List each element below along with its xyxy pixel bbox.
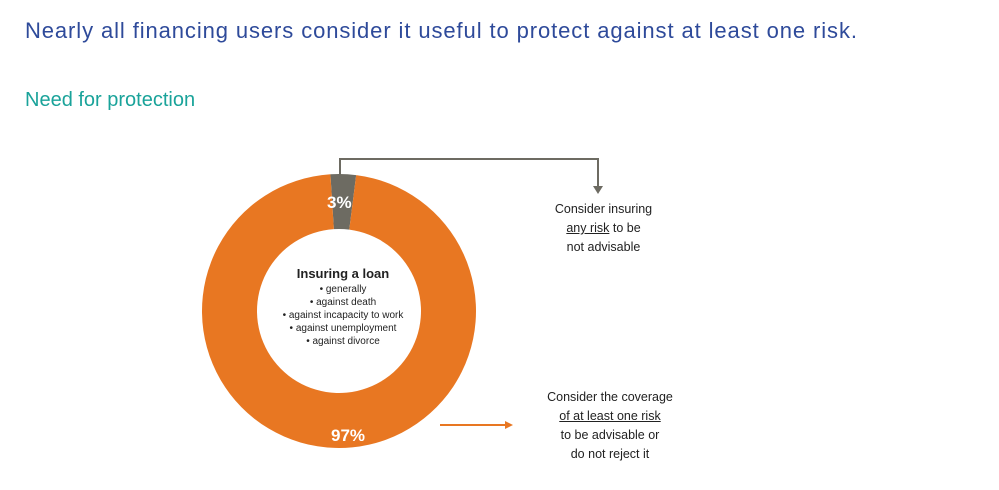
arrowhead-right-icon xyxy=(505,421,513,429)
chart-subtitle: Need for protection xyxy=(25,89,196,111)
page-headline: Nearly all financing users consider it u… xyxy=(25,18,858,43)
slice-label-not-advisable: 3% xyxy=(327,193,352,212)
slice-not-advisable xyxy=(330,174,357,230)
annotation-advisable: Consider the coverage of at least one ri… xyxy=(535,388,685,464)
annotation-line: Consider the coverage xyxy=(547,390,673,404)
slice-advisable xyxy=(202,174,476,449)
slice-label-advisable: 97% xyxy=(331,426,366,445)
center-title: Insuring a loan xyxy=(296,266,390,281)
center-list-item: against unemployment xyxy=(263,322,423,335)
center-list-item: against death xyxy=(263,296,423,309)
annotation-line: of at least one risk xyxy=(535,407,685,426)
center-list-item: generally xyxy=(263,283,423,296)
annotation-line: not advisable xyxy=(566,240,641,254)
donut-center-text: Insuring a loan generally against death … xyxy=(263,266,423,348)
center-list-item: against incapacity to work xyxy=(263,309,423,322)
annotation-underlined-text: of at least one risk xyxy=(559,409,661,423)
annotation-line: Consider insuring xyxy=(554,202,653,216)
annotation-line: any risk to be xyxy=(531,219,676,238)
annotation-line-rest: to be xyxy=(609,221,641,235)
arrowhead-down-icon xyxy=(593,186,603,194)
center-list: generally against death against incapaci… xyxy=(263,283,423,348)
center-list-item: against divorce xyxy=(263,335,423,348)
connector-not-advisable xyxy=(339,158,599,188)
annotation-line: to be advisable or xyxy=(560,428,660,442)
annotation-not-advisable: Consider insuring any risk to be not adv… xyxy=(531,200,676,257)
annotation-line: do not reject it xyxy=(570,447,650,461)
annotation-underlined-text: any risk xyxy=(566,221,610,235)
